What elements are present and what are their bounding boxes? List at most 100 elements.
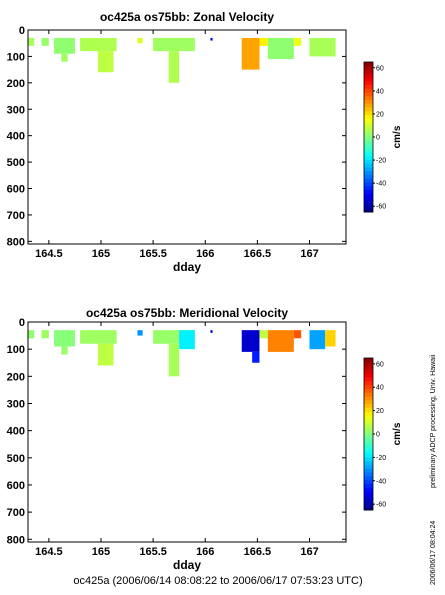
colorbar-segment bbox=[364, 189, 373, 194]
x-tick-label: 167 bbox=[300, 546, 318, 558]
colorbar-segment bbox=[364, 144, 373, 149]
colorbar-segment bbox=[364, 399, 373, 405]
colorbar-segment bbox=[364, 185, 373, 190]
velocity-cell bbox=[54, 330, 75, 347]
colorbar-segment bbox=[364, 392, 373, 397]
colorbar-segment bbox=[364, 460, 373, 465]
velocity-cell bbox=[309, 37, 336, 57]
colorbar-segment bbox=[364, 434, 373, 439]
y-tick-label: 700 bbox=[7, 507, 25, 519]
colorbar-segment bbox=[364, 468, 373, 473]
colorbar-segment bbox=[364, 137, 373, 142]
velocity-cell bbox=[210, 37, 213, 41]
velocity-cell bbox=[137, 37, 143, 44]
colorbar-segment bbox=[364, 377, 373, 382]
chart-title: oc425a os75bb: Meridional Velocity bbox=[86, 306, 288, 320]
colorbar-segment bbox=[364, 437, 373, 443]
colorbar-tick-label: 0 bbox=[376, 135, 380, 142]
velocity-cell bbox=[267, 330, 294, 352]
x-tick-label: 164.5 bbox=[35, 546, 63, 558]
colorbar-segment bbox=[364, 384, 373, 389]
velocity-cell bbox=[241, 37, 260, 70]
velocity-cell bbox=[210, 330, 213, 333]
y-tick-label: 500 bbox=[7, 453, 25, 465]
colorbar-tick-label: 0 bbox=[376, 432, 380, 439]
velocity-cell bbox=[325, 330, 336, 347]
footer-caption: oc425a (2006/06/14 08:08:22 to 2006/06/1… bbox=[73, 575, 362, 587]
x-tick-label: 166 bbox=[196, 546, 214, 558]
colorbar-segment bbox=[364, 197, 373, 202]
meridional-velocity-panel: oc425a os75bb: Meridional Velocity 164.5 1… bbox=[7, 306, 403, 572]
chart-title: oc425a os75bb: Zonal Velocity bbox=[100, 10, 274, 24]
colorbar-segment bbox=[364, 125, 373, 130]
colorbar-segment bbox=[364, 456, 373, 462]
colorbar-segment bbox=[364, 204, 373, 209]
velocity-cell bbox=[137, 330, 143, 336]
colorbar-segment bbox=[364, 159, 373, 164]
y-tick-label: 100 bbox=[7, 51, 25, 63]
plot-frame bbox=[27, 321, 347, 543]
colorbar-segment bbox=[364, 479, 373, 484]
colorbar-segment bbox=[364, 152, 373, 157]
x-tick-label: 166.5 bbox=[244, 248, 272, 260]
colorbar-segment bbox=[364, 487, 373, 492]
colorbar-segment bbox=[364, 129, 373, 134]
y-tick-label: 100 bbox=[7, 344, 25, 356]
colorbar-segment bbox=[364, 358, 373, 363]
x-tick-label: 164.5 bbox=[35, 248, 63, 260]
colorbar-segment bbox=[364, 118, 373, 123]
colorbar-segment bbox=[364, 155, 373, 160]
colorbar-label: cm/s bbox=[392, 125, 403, 148]
colorbar-segment bbox=[364, 133, 373, 138]
velocity-cell bbox=[259, 37, 268, 46]
velocity-cell bbox=[80, 37, 117, 52]
colorbar-segment bbox=[364, 163, 373, 168]
colorbar-tick-label: -40 bbox=[376, 181, 386, 188]
velocity-cells bbox=[28, 37, 336, 83]
colorbar-segment bbox=[364, 99, 373, 104]
y-tick-label: 300 bbox=[7, 104, 25, 116]
colorbar-tick-label: 40 bbox=[376, 385, 384, 392]
colorbar-segment bbox=[364, 441, 373, 446]
velocity-cell bbox=[267, 37, 294, 60]
x-tick-label: 165.5 bbox=[139, 546, 167, 558]
y-tick-label: 700 bbox=[7, 210, 25, 222]
colorbar-segment bbox=[364, 148, 373, 153]
colorbar-segment bbox=[364, 411, 373, 416]
velocity-cell bbox=[241, 330, 260, 352]
y-tick-label: 500 bbox=[7, 157, 25, 169]
colorbar-segment bbox=[364, 84, 373, 89]
velocity-cell bbox=[179, 330, 195, 350]
colorbar-segment bbox=[364, 422, 373, 427]
colorbar-tick-label: 60 bbox=[376, 361, 384, 368]
colorbar-segment bbox=[364, 449, 373, 454]
side-credit-text: preliminary ADCP processing, Univ. Hawai… bbox=[430, 354, 437, 488]
y-tick-label: 800 bbox=[7, 534, 25, 546]
timestamp-text: 2006/06/17 08:04:24 bbox=[430, 521, 437, 585]
velocity-cell bbox=[309, 330, 326, 350]
velocity-cell bbox=[97, 343, 114, 366]
colorbar-tick-label: -60 bbox=[376, 502, 386, 509]
colorbar-segment bbox=[364, 369, 373, 374]
colorbar-segment bbox=[364, 95, 373, 100]
colorbar-segment bbox=[364, 498, 373, 503]
zonal-velocity-panel: oc425a os75bb: Zonal Velocity 164.5 165 165… bbox=[7, 10, 403, 274]
velocity-cell bbox=[259, 330, 268, 339]
colorbar-segment bbox=[364, 122, 373, 127]
colorbar-segment bbox=[364, 92, 373, 97]
velocity-cell bbox=[168, 343, 180, 377]
colorbar-tick-label: 20 bbox=[376, 408, 384, 415]
colorbar-segment bbox=[364, 483, 373, 488]
colorbar-segment bbox=[364, 140, 373, 145]
velocity-cell bbox=[28, 330, 35, 339]
colorbar-segment bbox=[364, 403, 373, 408]
colorbar-segment bbox=[364, 208, 373, 213]
velocity-cell bbox=[61, 53, 68, 62]
x-axis-label: dday bbox=[173, 558, 201, 572]
colorbar-segment bbox=[364, 178, 373, 183]
colorbar-segment bbox=[364, 380, 373, 386]
y-tick-label: 400 bbox=[7, 131, 25, 143]
colorbar-segment bbox=[364, 170, 373, 175]
colorbar-segment bbox=[364, 200, 373, 205]
colorbar-segment bbox=[364, 464, 373, 469]
